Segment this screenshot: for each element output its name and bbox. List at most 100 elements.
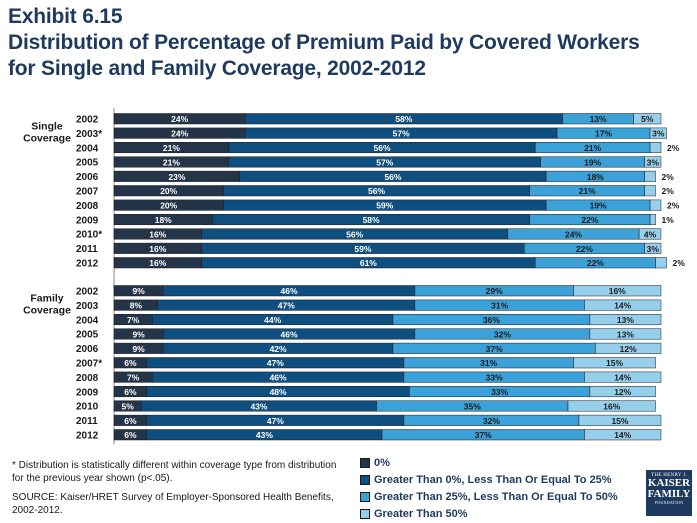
bar-segment-high	[578, 414, 662, 426]
data-label-mid: 31%	[480, 358, 497, 368]
logo-line-3: FAMILY	[647, 488, 691, 500]
data-label-low: 58%	[363, 215, 380, 225]
data-label-low: 47%	[278, 301, 295, 311]
data-label-zero: 16%	[149, 244, 166, 254]
data-label-low: 46%	[270, 373, 287, 383]
data-label-low: 47%	[267, 416, 284, 426]
bar-segment-high	[584, 429, 662, 441]
data-label-high: 15%	[611, 416, 628, 426]
footnote: * Distribution is statistically differen…	[12, 459, 342, 523]
bar-segment-high	[644, 170, 656, 182]
legend: 0% Greater Than 0%, Less Than Or Equal T…	[360, 454, 618, 522]
year-label: 2005	[76, 330, 99, 341]
data-label-low: 58%	[395, 114, 412, 124]
data-label-mid: 35%	[464, 401, 481, 411]
data-label-mid: 36%	[483, 315, 500, 325]
legend-swatch-mid	[360, 491, 370, 502]
bar-segment-high	[649, 142, 662, 154]
legend-swatch-high	[360, 508, 370, 519]
data-label-zero: 7%	[127, 315, 140, 325]
data-label-high: 1%	[662, 215, 675, 225]
bar-segment-high	[655, 257, 667, 269]
year-label: 2003	[76, 301, 99, 312]
group-label: Family Coverage	[23, 293, 71, 317]
legend-swatch-low	[360, 474, 370, 485]
year-label: 2006	[76, 344, 99, 355]
data-label-zero: 9%	[132, 344, 145, 354]
data-label-zero: 8%	[130, 301, 143, 311]
year-label: 2011	[76, 416, 98, 427]
data-label-high: 14%	[614, 373, 631, 383]
data-label-low: 46%	[281, 286, 298, 296]
year-label: 2006	[76, 172, 99, 183]
data-label-mid: 32%	[494, 329, 511, 339]
data-label-low: 46%	[281, 329, 298, 339]
data-label-high: 5%	[641, 114, 654, 124]
data-label-mid: 31%	[491, 301, 508, 311]
data-label-zero: 6%	[124, 387, 137, 397]
data-label-high: 13%	[617, 315, 634, 325]
data-label-zero: 18%	[155, 215, 172, 225]
year-label: 2010*	[76, 230, 102, 241]
bar-segment-high	[649, 214, 656, 226]
data-label-mid: 37%	[475, 430, 492, 440]
data-label-mid: 21%	[579, 186, 596, 196]
title-line-2: for Single and Family Coverage, 2002-201…	[8, 57, 426, 80]
data-label-high: 3%	[647, 157, 660, 167]
data-label-mid: 37%	[486, 344, 503, 354]
bar-segment-high	[638, 228, 662, 240]
data-label-zero: 9%	[132, 286, 145, 296]
year-label: 2007*	[76, 359, 102, 370]
bar-segment-high	[589, 314, 662, 326]
legend-item-high: Greater Than 50%	[360, 505, 618, 522]
data-label-high: 12%	[614, 387, 631, 397]
data-label-high: 3%	[647, 244, 660, 254]
year-label: 2010	[76, 402, 99, 413]
data-label-low: 43%	[250, 401, 267, 411]
bar-segment-high	[567, 400, 656, 412]
data-label-low: 56%	[346, 229, 363, 239]
data-label-high: 2%	[667, 143, 680, 153]
year-label: 2003*	[76, 129, 102, 140]
bar-segment-high	[589, 386, 656, 398]
title-line-1: Distribution of Percentage of Premium Pa…	[8, 31, 640, 54]
data-label-high: 3%	[652, 129, 665, 139]
exhibit-number: Exhibit 6.15	[8, 5, 123, 28]
data-label-high: 2%	[662, 172, 675, 182]
legend-item-mid: Greater Than 25%, Less Than Or Equal To …	[360, 488, 618, 505]
bar-segment-high	[573, 357, 656, 369]
data-label-mid: 17%	[595, 129, 612, 139]
data-label-mid: 18%	[587, 172, 604, 182]
kff-logo: THE HENRY J. KAISER FAMILY FOUNDATION	[646, 470, 692, 516]
data-label-zero: 24%	[171, 129, 188, 139]
data-label-mid: 22%	[576, 244, 593, 254]
bar-segment-high	[644, 156, 662, 168]
year-label: 2005	[76, 158, 99, 169]
data-label-high: 12%	[620, 344, 637, 354]
data-label-mid: 19%	[590, 201, 607, 211]
group-label: Single Coverage	[23, 121, 71, 145]
year-label: 2012	[76, 259, 99, 270]
data-label-mid: 32%	[483, 416, 500, 426]
data-label-low: 59%	[376, 201, 393, 211]
legend-item-zero: 0%	[360, 454, 618, 471]
data-label-low: 56%	[384, 172, 401, 182]
data-label-high: 2%	[672, 258, 685, 268]
data-label-zero: 6%	[124, 430, 137, 440]
data-label-zero: 6%	[124, 416, 137, 426]
data-label-zero: 21%	[163, 157, 180, 167]
data-label-zero: 5%	[122, 401, 135, 411]
year-label: 2011	[76, 244, 98, 255]
data-label-low: 56%	[374, 143, 391, 153]
data-label-zero: 20%	[160, 186, 177, 196]
legend-label-zero: 0%	[374, 456, 390, 469]
source-note: SOURCE: Kaiser/HRET Survey of Employer-S…	[12, 492, 334, 516]
data-label-zero: 7%	[127, 373, 140, 383]
data-label-mid: 22%	[587, 258, 604, 268]
year-label: 2004	[76, 143, 99, 154]
bar-segment-high	[633, 113, 662, 125]
data-label-zero: 23%	[168, 172, 185, 182]
bar-segment-high	[649, 199, 662, 211]
data-label-mid: 33%	[486, 373, 503, 383]
